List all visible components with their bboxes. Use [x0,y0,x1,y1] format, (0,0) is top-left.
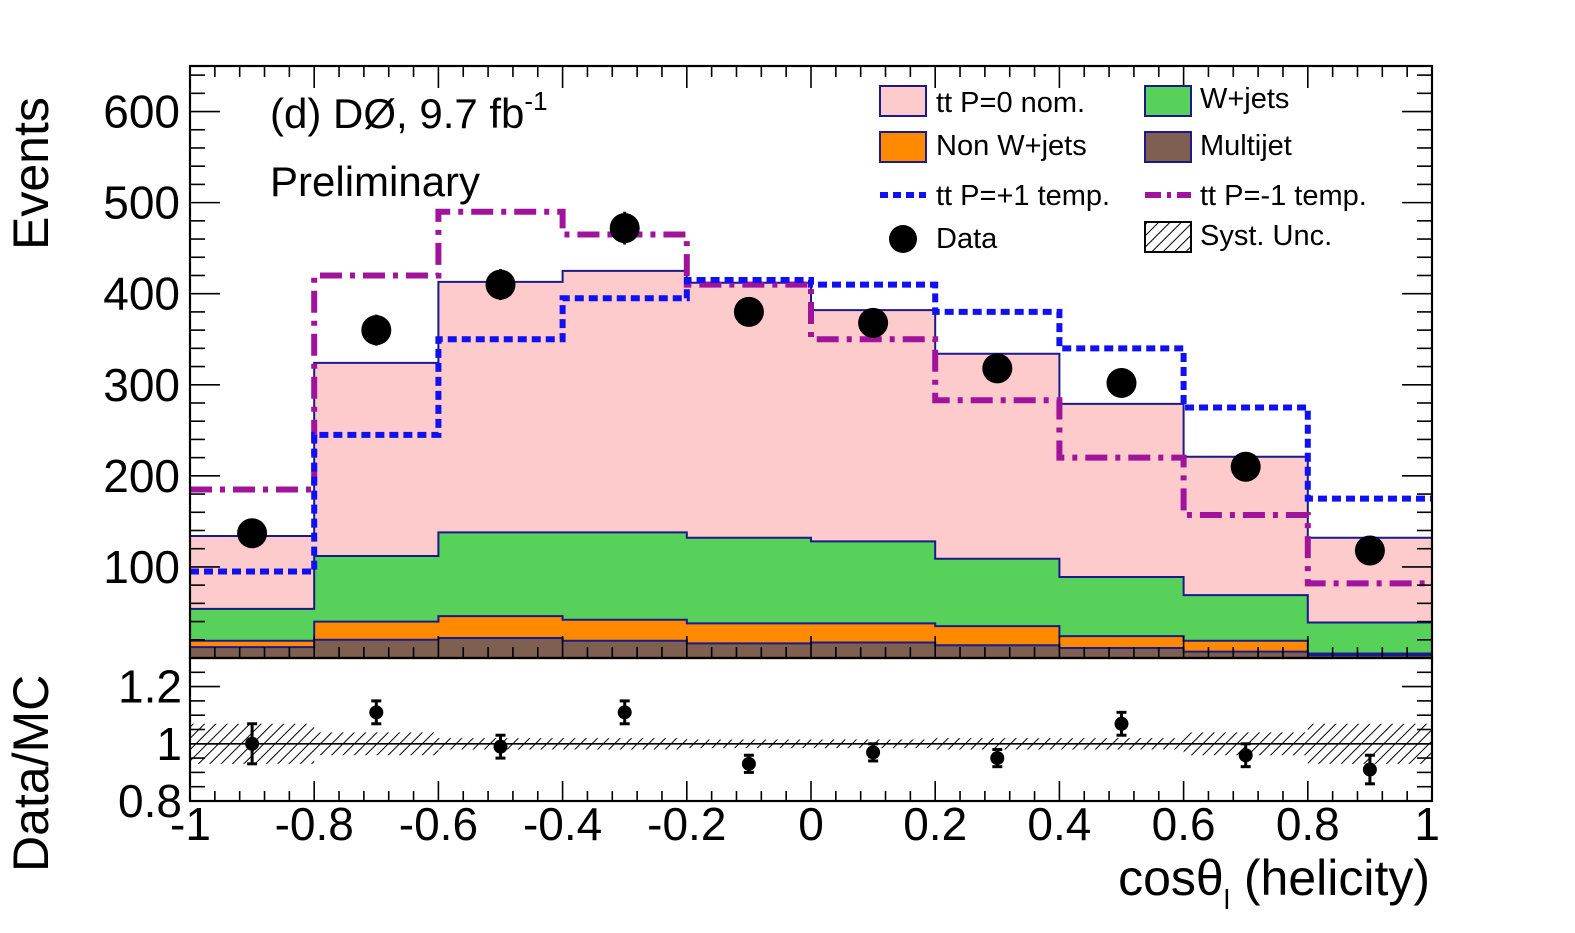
stacked-histograms [190,269,1432,658]
y-tick-label-main: 200 [103,450,180,502]
y-axis-label-ratio: Data/MC [3,675,59,872]
x-tick-label: 0.4 [1027,798,1091,850]
x-tick-label: -1 [170,798,211,850]
ratio-point [1114,716,1129,731]
ratio-frame [188,656,1434,803]
template-minus1-line [190,208,1432,587]
ratio-point [1362,762,1377,777]
data-point [1354,535,1385,566]
main-panel: 100 200 300 400 500 600 [103,64,1434,660]
ratio-point [1238,748,1253,763]
ratio-point [617,705,632,720]
legend-swatch-nonw [879,131,927,163]
y-tick-label-main: 600 [103,86,180,138]
data-point [237,518,268,549]
legend-swatch-nom [879,85,927,117]
data-point [485,269,516,300]
template-lines [190,208,1432,587]
ratio-point [245,736,260,751]
status-label: Preliminary [270,158,480,205]
main-axis-ticks: 100 200 300 400 500 600 [103,66,1433,659]
y-tick-label-main: 500 [103,177,180,229]
x-axis-label: cosθl (helicity) [1118,850,1430,915]
y-tick-label-ratio: 1.2 [118,661,182,713]
data-points [237,211,1385,566]
legend-label-wjets: W+jets [1200,83,1289,115]
ratio-point [990,751,1005,766]
y-tick-label-main: 100 [103,541,180,593]
ratio-point [493,739,508,754]
experiment-label: (d) DØ, 9.7 fb-1 [270,86,548,137]
legend-swatch-syst [1144,221,1192,253]
template-plus1-line [190,277,1432,575]
ratio-point [866,745,881,760]
y-tick-label-main: 300 [103,359,180,411]
data-point [858,307,889,338]
data-point [733,296,764,327]
ratio-axis-ticks: 0.811.2-1 -0.8 -0.6 -0.4 -0.2 0 0.2 0.4 0.6 0.8 1 [118,657,1440,850]
stack-outline-w-jets [190,531,1432,624]
x-tick-label: -0.6 [399,798,478,850]
legend-label-nom: tt P=0 nom. [936,87,1085,119]
legend-marker-data [889,225,917,253]
ratio-panel: 0.811.2-1 -0.8 -0.6 -0.4 -0.2 0 0.2 0.4 0.6 0.8 1 [118,656,1440,850]
legend: tt P=0 nom. W+jets Non W+jets Multijet t… [879,83,1367,255]
ratio-point [369,705,384,720]
data-point [1106,367,1137,398]
legend-label-multijet: Multijet [1200,130,1292,162]
y-tick-label-ratio: 0.8 [118,775,182,827]
legend-label-minus1: tt P=-1 temp. [1200,180,1367,212]
data-point [982,353,1013,384]
legend-label-plus1: tt P=+1 temp. [936,180,1110,212]
x-tick-label: 0.2 [903,798,967,850]
legend-swatch-multijet [1144,131,1192,163]
legend-label-syst: Syst. Unc. [1200,220,1332,252]
x-tick-label: -0.8 [275,798,354,850]
legend-swatch-wjets [1144,85,1192,117]
legend-label-data: Data [936,223,998,255]
data-point [1230,451,1261,482]
legend-label-nonw: Non W+jets [936,130,1087,162]
ratio-point [741,756,756,771]
x-tick-label: -0.4 [523,798,602,850]
x-tick-label: 1 [1414,798,1440,850]
data-point [609,213,640,244]
y-tick-label-main: 400 [103,268,180,320]
x-tick-label: 0.8 [1276,798,1340,850]
x-tick-label: -0.2 [647,798,726,850]
ratio-points [245,699,1377,786]
y-axis-label-main: Events [3,97,59,250]
y-tick-label-ratio: 1 [156,718,182,770]
x-tick-label: 0 [798,798,824,850]
x-tick-label: 0.6 [1152,798,1216,850]
data-point [361,315,392,346]
